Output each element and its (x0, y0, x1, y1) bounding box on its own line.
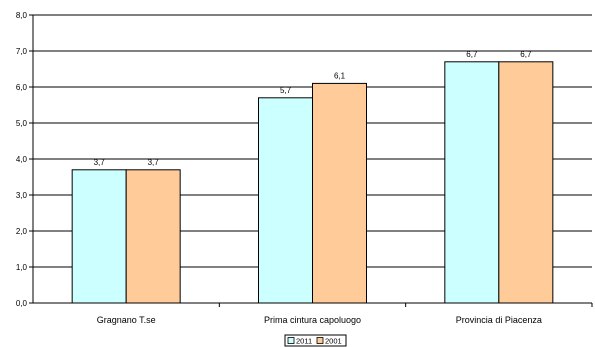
legend-swatch-2011 (287, 337, 295, 344)
bar-2001 (498, 61, 554, 304)
y-tick-label: 4,0 (16, 155, 28, 164)
data-label: 5,7 (280, 86, 292, 95)
legend-label: 2011 (296, 337, 312, 346)
x-tick-label: Gragnano T.se (97, 315, 156, 325)
bar-2001 (312, 82, 367, 304)
data-label: 3,7 (94, 158, 106, 167)
bar-2001 (125, 169, 181, 304)
y-tick-label: 3,0 (16, 191, 28, 200)
legend-swatch-2001 (316, 337, 324, 344)
y-tick-label: 1,0 (16, 263, 28, 272)
data-label: 6,7 (520, 50, 532, 59)
data-label: 6,7 (466, 50, 478, 59)
y-tick-label: 5,0 (16, 119, 28, 128)
bars (71, 61, 554, 304)
x-tick-label: Prima cintura capoluogo (264, 315, 361, 325)
y-tick-label: 6,0 (16, 83, 28, 92)
y-tick-label: 8,0 (16, 11, 28, 20)
bar-2011 (444, 61, 500, 304)
bar-2011 (258, 97, 313, 304)
bar-2011 (71, 169, 127, 304)
legend: 2011 2001 (284, 334, 347, 347)
legend-label: 2001 (325, 337, 342, 346)
x-tick-label: Provincia di Piacenza (456, 315, 542, 325)
axes: 0,0 1,0 2,0 3,0 4,0 5,0 6,0 7,0 8,0 Gragnano T.se… (16, 11, 593, 325)
legend-box (284, 334, 347, 347)
y-tick-label: 2,0 (16, 227, 28, 236)
y-tick-label: 0,0 (16, 299, 28, 308)
data-labels: 3,7 3,7 5,7 6,1 6,7 6,7 (94, 50, 532, 167)
data-label: 6,1 (334, 71, 346, 80)
data-label: 3,7 (148, 158, 160, 167)
y-tick-label: 7,0 (16, 47, 28, 56)
